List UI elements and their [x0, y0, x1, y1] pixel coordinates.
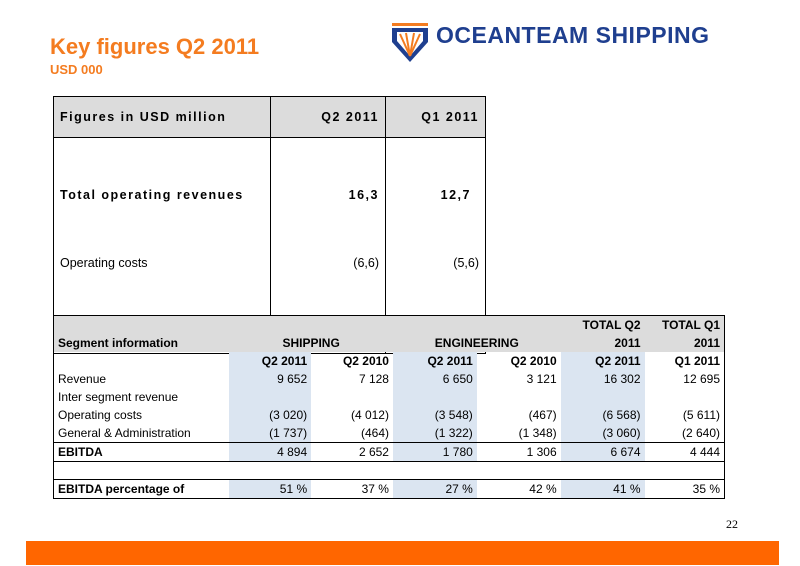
total-q1-year: 2011 — [644, 334, 725, 352]
page-subtitle: USD 000 — [50, 62, 103, 77]
period-header: Q1 2011 — [674, 354, 720, 368]
spacer-row — [53, 461, 725, 480]
row-value-q1: (5,6) — [453, 255, 479, 270]
cell-value: 37 % — [361, 482, 389, 496]
total-q2-year: 2011 — [560, 334, 645, 352]
cell-value: 42 % — [529, 482, 557, 496]
key-figures-header-label: Figures in USD million — [53, 96, 271, 138]
table-row-ebitda-percentage: EBITDA percentage of 51 % 37 % 27 % 42 %… — [54, 479, 725, 499]
cell-value: (5 611) — [682, 408, 720, 422]
segment-title: Segment information — [53, 334, 230, 352]
page-title: Key figures Q2 2011 — [50, 34, 260, 59]
cell-value — [560, 388, 645, 406]
cell-value: 16 302 — [560, 370, 645, 388]
segment-header-row-2: Segment information SHIPPING ENGINEERING… — [53, 334, 725, 352]
cell-value: (2 640) — [681, 426, 720, 440]
cell-value — [311, 388, 393, 406]
cell-value — [392, 388, 477, 406]
row-label: Inter segment revenue — [58, 390, 179, 404]
total-q2-header: TOTAL Q2 — [560, 315, 645, 334]
cell-value: (1 322) — [392, 424, 477, 443]
key-figures-header-q1: Q1 2011 — [385, 96, 486, 138]
cell-value: 51 % — [229, 479, 312, 499]
cell-value: 2 652 — [311, 442, 393, 462]
cell-value: (467) — [528, 408, 557, 422]
table-row: Total operating revenues 16,3 12,7 — [53, 137, 486, 234]
row-value-q1: 12,7 — [440, 188, 471, 202]
row-label: Revenue — [58, 372, 107, 386]
row-value-q2: 16,3 — [270, 137, 386, 234]
segment-table: TOTAL Q2 TOTAL Q1 Segment information SH… — [53, 315, 725, 499]
group-shipping: SHIPPING — [229, 334, 393, 352]
footer-bar — [26, 541, 779, 565]
period-header: Q2 2011 — [229, 352, 312, 370]
cell-value: 27 % — [392, 479, 477, 499]
cell-value: (4 012) — [350, 408, 389, 422]
row-label: EBITDA — [53, 442, 230, 462]
cell-value: (3 020) — [229, 406, 312, 424]
segment-period-row: Q2 2011 Q2 2010 Q2 2011 Q2 2010 Q2 2011 … — [54, 352, 725, 370]
cell-value: 6 674 — [560, 442, 645, 462]
period-header: Q2 2011 — [392, 352, 477, 370]
cell-value: (3 060) — [560, 424, 645, 443]
oceanteam-logo-icon — [388, 22, 432, 66]
cell-value: (6 568) — [560, 406, 645, 424]
cell-value: 35 % — [692, 482, 720, 496]
cell-value: 7 128 — [358, 372, 389, 386]
cell-value — [477, 388, 561, 406]
row-label: Operating costs — [53, 234, 271, 291]
cell-value: 1 780 — [392, 442, 477, 462]
table-row: General & Administration (1 737) (464) (… — [54, 424, 725, 443]
key-figures-header-q2: Q2 2011 — [270, 96, 386, 138]
cell-value — [645, 388, 725, 406]
row-label: Operating costs — [58, 408, 143, 422]
logo-text: OCEANTEAM SHIPPING — [436, 22, 710, 48]
row-value-q2: (6,6) — [270, 234, 386, 291]
segment-header-row-1: TOTAL Q2 TOTAL Q1 — [53, 315, 725, 334]
group-engineering: ENGINEERING — [392, 334, 561, 352]
cell-value: 4 894 — [229, 442, 312, 462]
row-label: EBITDA percentage of — [58, 482, 185, 496]
cell-value: (3 548) — [392, 406, 477, 424]
cell-value: 4 444 — [644, 442, 725, 462]
cell-value: 1 306 — [476, 442, 561, 462]
row-label: General & Administration — [58, 426, 191, 440]
cell-value: 6 650 — [392, 370, 477, 388]
cell-value: (1 348) — [518, 426, 557, 440]
table-row-ebitda: EBITDA 4 894 2 652 1 780 1 306 6 674 4 4… — [53, 442, 725, 462]
period-header: Q2 2010 — [510, 354, 557, 368]
row-label: Total operating revenues — [53, 137, 271, 234]
table-row: Revenue 9 652 7 128 6 650 3 121 16 302 1… — [54, 370, 725, 388]
cell-value: 9 652 — [229, 370, 312, 388]
cell-value: 3 121 — [526, 372, 557, 386]
period-header: Q2 2010 — [342, 354, 389, 368]
total-q1-header: TOTAL Q1 — [644, 315, 725, 334]
cell-value: (1 737) — [229, 424, 312, 443]
cell-value: (464) — [360, 426, 389, 440]
table-row: Inter segment revenue — [54, 388, 725, 406]
table-row: Operating costs (3 020) (4 012) (3 548) … — [54, 406, 725, 424]
period-header: Q2 2011 — [560, 352, 645, 370]
cell-value: 41 % — [560, 479, 645, 499]
table-row: Operating costs (6,6) (5,6) — [53, 234, 486, 291]
page-number: 22 — [726, 517, 738, 531]
key-figures-table: Figures in USD million Q2 2011 Q1 2011 T… — [53, 96, 486, 354]
key-figures-header-row: Figures in USD million Q2 2011 Q1 2011 — [53, 96, 486, 138]
cell-value: 12 695 — [683, 372, 720, 386]
cell-value — [229, 388, 312, 406]
